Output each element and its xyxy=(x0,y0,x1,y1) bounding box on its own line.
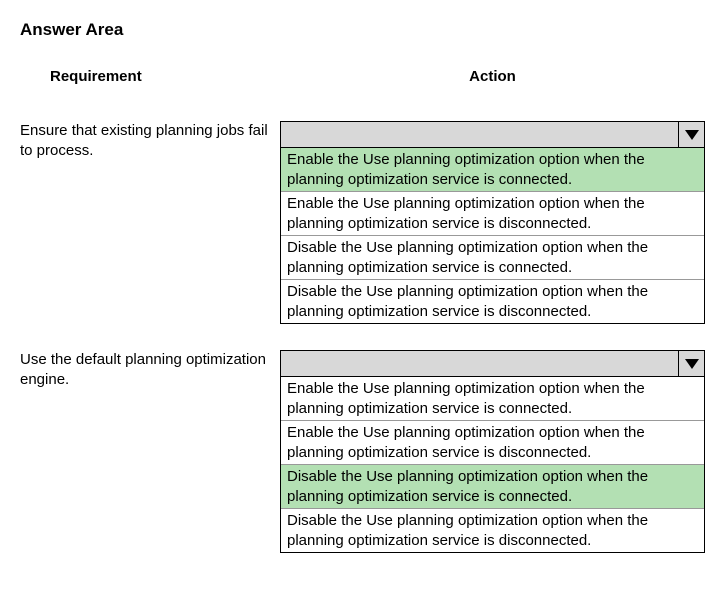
requirement-text: Ensure that existing planning jobs fail … xyxy=(20,121,280,160)
dropdown-option[interactable]: Enable the Use planning optimization opt… xyxy=(281,377,704,421)
chevron-down-icon[interactable] xyxy=(678,351,704,376)
action-dropdown[interactable]: Enable the Use planning optimization opt… xyxy=(280,350,705,553)
dropdown-selected-bar[interactable] xyxy=(281,351,704,377)
dropdown-option[interactable]: Disable the Use planning optimization op… xyxy=(281,280,704,323)
question-row: Use the default planning optimization en… xyxy=(20,350,705,553)
dropdown-option[interactable]: Enable the Use planning optimization opt… xyxy=(281,421,704,465)
dropdown-option[interactable]: Enable the Use planning optimization opt… xyxy=(281,192,704,236)
requirement-text: Use the default planning optimization en… xyxy=(20,350,280,389)
dropdown-selected-bar[interactable] xyxy=(281,122,704,148)
action-header: Action xyxy=(280,68,705,85)
page-title: Answer Area xyxy=(20,20,705,40)
dropdown-option[interactable]: Enable the Use planning optimization opt… xyxy=(281,148,704,192)
dropdown-option[interactable]: Disable the Use planning optimization op… xyxy=(281,509,704,552)
dropdown-option[interactable]: Disable the Use planning optimization op… xyxy=(281,465,704,509)
action-dropdown[interactable]: Enable the Use planning optimization opt… xyxy=(280,121,705,324)
question-row: Ensure that existing planning jobs fail … xyxy=(20,121,705,324)
header-row: Requirement Action xyxy=(20,68,705,85)
dropdown-option[interactable]: Disable the Use planning optimization op… xyxy=(281,236,704,280)
chevron-down-icon[interactable] xyxy=(678,122,704,147)
requirement-header: Requirement xyxy=(20,68,280,85)
